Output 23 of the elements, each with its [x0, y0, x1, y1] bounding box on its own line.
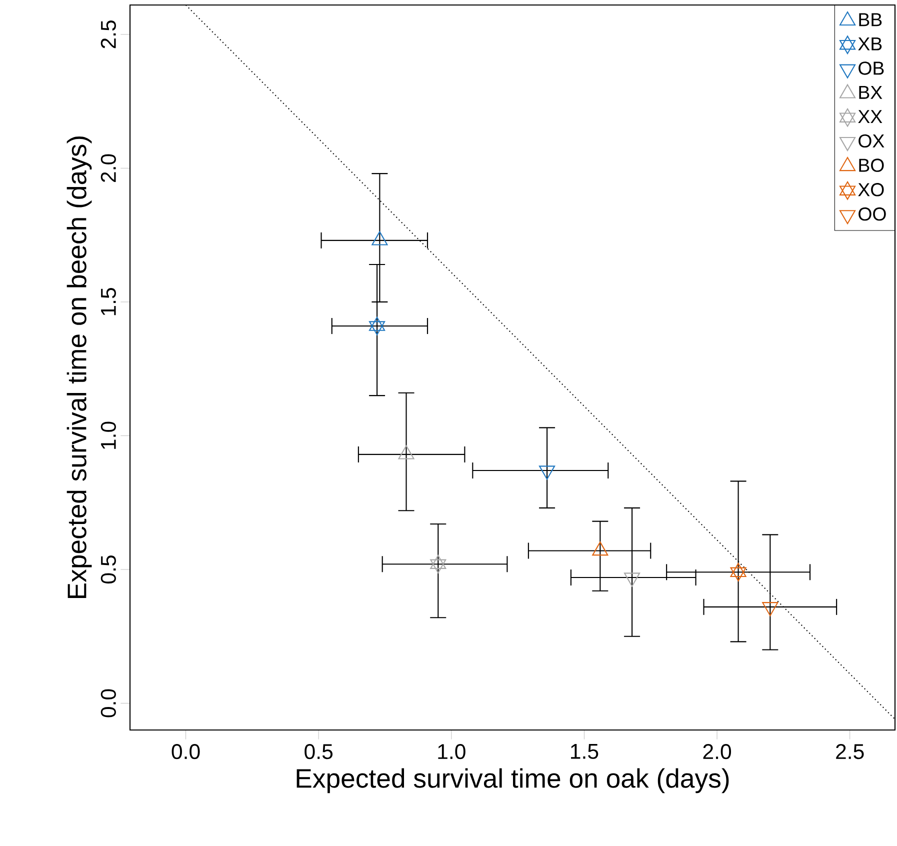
x-tick-label: 1.5 [571, 744, 598, 759]
y-tick-label: 1.5 [101, 288, 116, 316]
x-tick-label: 0.5 [304, 744, 333, 760]
y-tick-label: 2.5 [100, 20, 116, 48]
y-axis-title: Expected survival time on beech (days) [66, 136, 92, 598]
legend-label: XB [858, 37, 882, 50]
y-tick-label: 1.0 [100, 422, 116, 449]
x-tick-label: 2.5 [836, 744, 864, 760]
legend-label: OB [858, 62, 884, 75]
y-tick-label: 0.0 [100, 689, 116, 718]
y-tick-label: 0.5 [100, 556, 116, 584]
x-tick-label: 0.0 [172, 744, 200, 760]
x-tick-label: 2.0 [703, 744, 732, 760]
y-tick-label: 2.0 [100, 154, 116, 182]
legend-label: XO [858, 183, 884, 196]
legend-label: OX [858, 134, 884, 148]
legend-label: BX [859, 86, 882, 99]
legend-label: XX [858, 110, 882, 123]
x-tick-label: 1.0 [438, 744, 466, 760]
legend-label: BB [859, 13, 882, 26]
legend-label: OO [858, 207, 886, 221]
x-axis-title: Expected survival time on oak (days) [296, 768, 729, 794]
legend-label: BO [859, 158, 884, 172]
